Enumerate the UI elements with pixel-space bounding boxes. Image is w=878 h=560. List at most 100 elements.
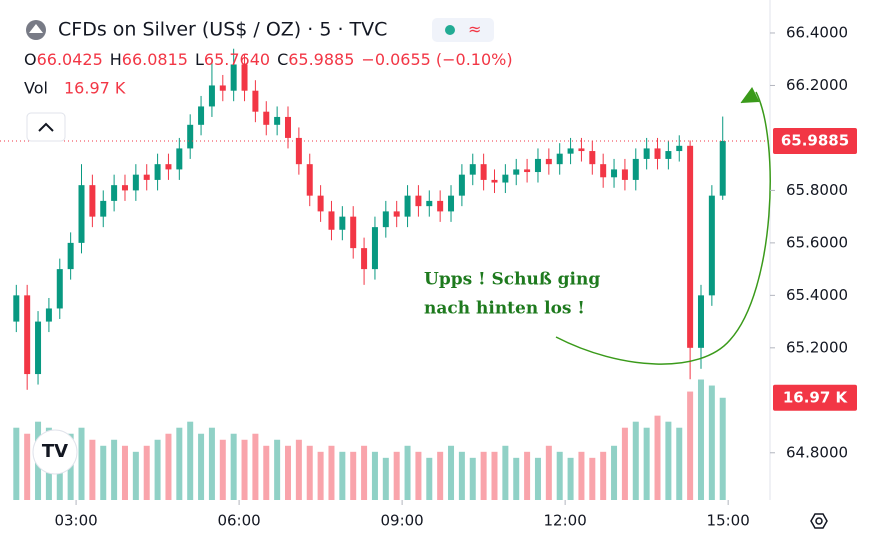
volume-bar xyxy=(198,433,205,500)
candle-body xyxy=(708,195,715,296)
y-tick-label: 66.2000 xyxy=(786,76,848,94)
candle-body xyxy=(404,195,411,217)
volume-bar xyxy=(600,451,607,500)
volume-bar xyxy=(687,391,694,500)
volume-bar xyxy=(448,445,455,500)
candle-body xyxy=(589,151,596,165)
candle-body xyxy=(13,295,20,322)
ohlc-value: 65.9885 xyxy=(288,50,354,69)
volume-bar xyxy=(306,445,313,500)
volume-bar xyxy=(154,439,161,500)
annotation-arrow xyxy=(555,91,771,365)
candle-body xyxy=(611,169,618,178)
volume-bar xyxy=(589,457,596,500)
volume-bar xyxy=(263,445,270,500)
candle-body xyxy=(382,211,389,228)
status-badge[interactable] xyxy=(432,18,494,42)
volume-bar xyxy=(404,445,411,500)
volume-bar xyxy=(208,427,215,500)
settings-icon[interactable] xyxy=(810,513,828,529)
candle-body xyxy=(556,153,563,165)
volume-bar xyxy=(111,439,118,500)
candle-body xyxy=(154,164,161,180)
candle-body xyxy=(100,200,107,217)
x-tick-label: 12:00 xyxy=(544,512,587,530)
candle-body xyxy=(567,148,574,154)
volume-bar xyxy=(665,421,672,500)
volume-bar xyxy=(426,457,433,500)
candle-body xyxy=(621,169,628,180)
volume-bar xyxy=(502,445,509,500)
candle-body xyxy=(415,195,422,207)
candle-body xyxy=(198,106,205,125)
edge xyxy=(862,0,878,560)
volume-bar xyxy=(176,427,183,500)
price-label: 65.9885 xyxy=(781,131,849,149)
candle-body xyxy=(285,116,292,138)
volume-bar xyxy=(285,445,292,500)
volume-bar xyxy=(491,451,498,500)
candle-body xyxy=(317,195,324,212)
candle-body xyxy=(687,145,694,348)
collapse-button[interactable] xyxy=(26,112,66,142)
candle-body xyxy=(350,216,357,249)
volume-bar xyxy=(513,457,520,500)
candle-body xyxy=(437,200,444,212)
volume-bar xyxy=(100,445,107,500)
candle-body xyxy=(143,174,150,180)
status-wave: ≈ xyxy=(468,20,481,39)
annotation: nach hinten los ! xyxy=(424,299,585,319)
volume-bar xyxy=(480,451,487,500)
candle-body xyxy=(252,90,259,112)
volume-bar xyxy=(78,427,85,500)
candle-body xyxy=(513,169,520,175)
change: −0.0655 (−0.10%) xyxy=(361,50,512,69)
volume-label: 16.97 K xyxy=(783,388,849,406)
candle-body xyxy=(339,216,346,230)
candle-body xyxy=(491,179,498,183)
candle-body xyxy=(45,308,52,322)
y-tick-label: 66.4000 xyxy=(786,23,848,41)
candle-body xyxy=(643,148,650,159)
candle-body xyxy=(632,158,639,180)
volume-bar xyxy=(458,451,465,500)
candle-body xyxy=(502,174,509,183)
candle-body xyxy=(469,164,476,175)
volume-bar xyxy=(121,445,128,500)
candle-body xyxy=(371,227,378,270)
vol-value: 16.97 K xyxy=(64,79,126,98)
volume-bar xyxy=(187,421,194,500)
symbol-icon xyxy=(26,20,46,40)
candle-body xyxy=(67,242,74,270)
tv-logo[interactable] xyxy=(32,429,78,475)
x-tick-label: 06:00 xyxy=(217,512,260,530)
ohlc-value: 66.0425 xyxy=(37,50,103,69)
vol-label: Vol xyxy=(24,79,48,98)
ohlc-key: C xyxy=(277,50,288,69)
volume-bar xyxy=(13,427,20,500)
volume-bar xyxy=(708,385,715,500)
volume-bar xyxy=(361,445,368,500)
ohlc-line: O66.0425 H66.0815 L65.7640 C65.9885 −0.0655 … xyxy=(24,50,513,69)
candle-body xyxy=(295,137,302,165)
candle-body xyxy=(56,269,63,309)
candle-body xyxy=(361,248,368,270)
settings-icon xyxy=(815,517,823,525)
candle-body xyxy=(306,164,313,196)
volume-bar xyxy=(611,445,618,500)
ohlc-key: O xyxy=(24,50,37,69)
candle-body xyxy=(665,151,672,159)
volume-bar xyxy=(556,451,563,500)
y-tick-label: 64.8000 xyxy=(786,443,848,461)
candle-body xyxy=(578,148,585,152)
candle-body xyxy=(545,158,552,165)
volume-bar xyxy=(24,433,31,500)
volume-bar xyxy=(371,451,378,500)
volume-bar xyxy=(437,451,444,500)
candle-body xyxy=(230,64,237,91)
volume-bar xyxy=(241,439,248,500)
candle-body xyxy=(697,295,704,348)
candle-body xyxy=(35,321,42,375)
volume-bar xyxy=(393,451,400,500)
candle-body xyxy=(393,211,400,217)
